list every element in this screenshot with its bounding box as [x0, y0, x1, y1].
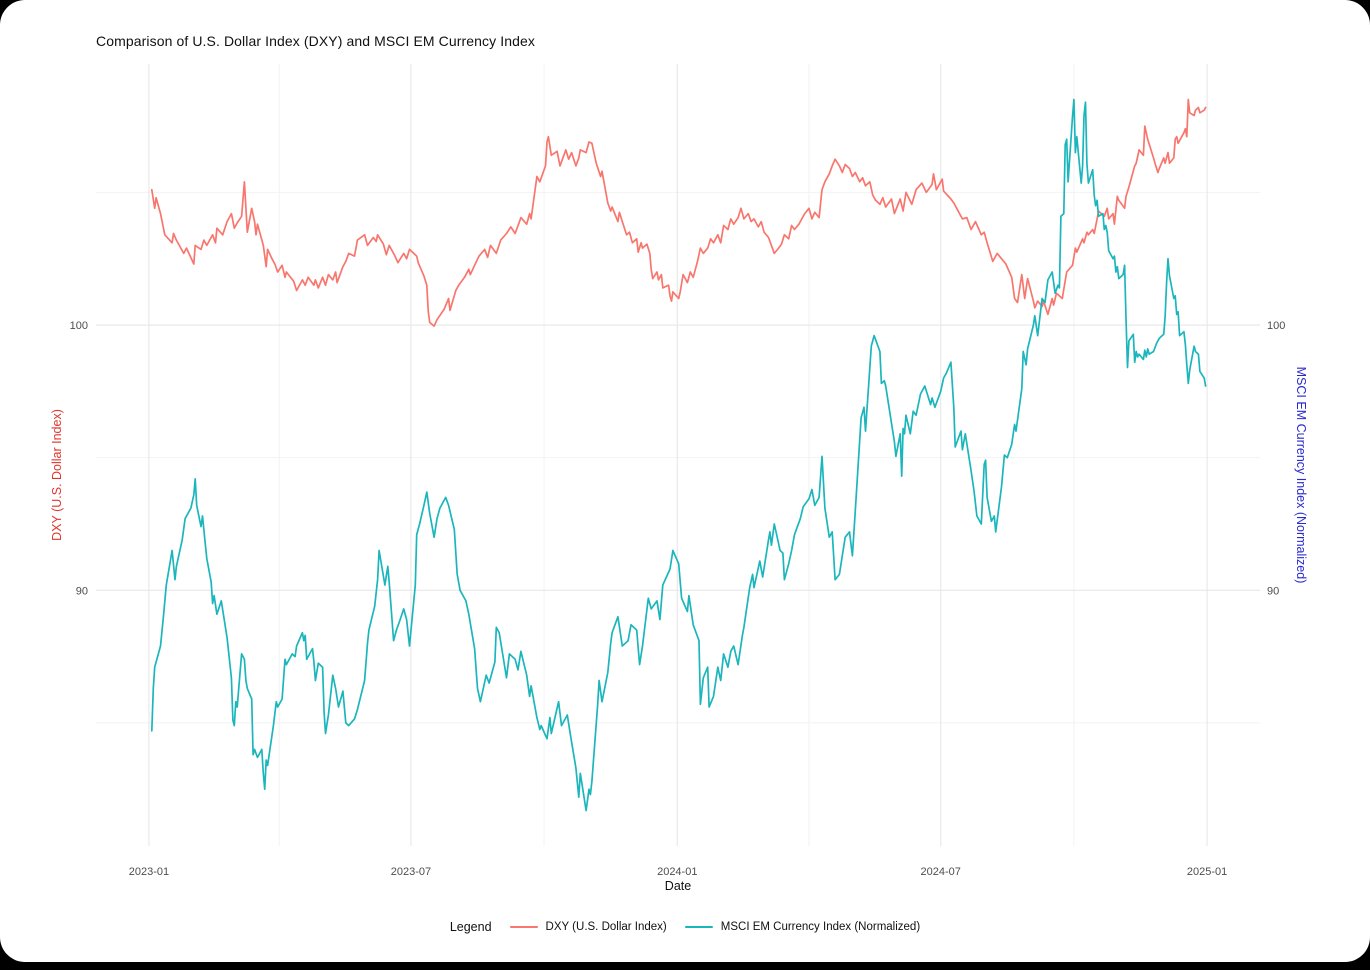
- legend: Legend DXY (U.S. Dollar Index) MSCI EM C…: [0, 920, 1370, 934]
- y-left-tick-label: 90: [76, 585, 88, 597]
- msci-em-line-series: [150, 98, 1207, 812]
- dxy-line-series: [150, 98, 1207, 327]
- chart-title: Comparison of U.S. Dollar Index (DXY) an…: [96, 33, 535, 49]
- x-tick-label: 2024-01: [657, 866, 697, 878]
- msci-line-swatch: [684, 925, 713, 929]
- legend-item-msci: MSCI EM Currency Index (Normalized): [684, 921, 921, 933]
- legend-item-dxy: DXY (U.S. Dollar Index): [509, 921, 667, 933]
- x-tick-label: 2023-01: [129, 866, 169, 878]
- x-tick-label: 2023-07: [391, 866, 431, 878]
- y-axis-title-right: MSCI EM Currency Index (Normalized): [1294, 366, 1308, 584]
- x-tick-label: 2024-07: [921, 866, 961, 878]
- legend-label-dxy: DXY (U.S. Dollar Index): [545, 921, 667, 933]
- y-left-tick-label: 100: [70, 320, 88, 332]
- y-right-tick-label: 100: [1267, 320, 1285, 332]
- y-axis-title-left: DXY (U.S. Dollar Index): [50, 409, 64, 541]
- dxy-line-swatch: [509, 925, 538, 929]
- x-axis-title: Date: [664, 879, 692, 893]
- legend-label-msci: MSCI EM Currency Index (Normalized): [720, 921, 921, 933]
- x-tick-label: 2025-01: [1187, 866, 1227, 878]
- y-right-tick-label: 90: [1267, 585, 1279, 597]
- legend-title: Legend: [449, 920, 492, 934]
